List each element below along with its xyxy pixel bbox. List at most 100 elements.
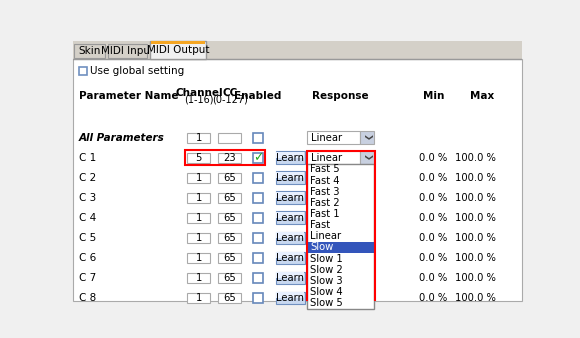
- Text: Fast 3: Fast 3: [310, 187, 340, 197]
- Text: 23: 23: [223, 152, 236, 163]
- Bar: [187, 213, 211, 223]
- Text: 0.0 %: 0.0 %: [419, 293, 448, 303]
- Bar: [218, 293, 241, 303]
- Text: C 8: C 8: [79, 293, 96, 303]
- Text: 1: 1: [195, 132, 202, 143]
- Bar: [276, 272, 304, 278]
- Text: Max: Max: [470, 91, 494, 101]
- Bar: [307, 131, 360, 144]
- Text: C 5: C 5: [79, 233, 96, 243]
- Bar: [253, 132, 263, 143]
- Text: 100.0 %: 100.0 %: [455, 152, 496, 163]
- Text: Fast 1: Fast 1: [310, 209, 340, 219]
- Bar: [276, 292, 304, 298]
- Bar: [253, 193, 263, 203]
- Text: C 3: C 3: [79, 193, 96, 203]
- Text: 100.0 %: 100.0 %: [455, 273, 496, 283]
- Bar: [276, 172, 304, 178]
- Bar: [276, 192, 305, 204]
- Bar: [253, 233, 263, 243]
- Bar: [276, 151, 305, 164]
- Text: 1: 1: [195, 273, 202, 283]
- Text: Linear: Linear: [311, 293, 342, 303]
- Text: MIDI Input: MIDI Input: [101, 46, 154, 55]
- Bar: [218, 213, 241, 223]
- Bar: [187, 132, 211, 143]
- Text: 100.0 %: 100.0 %: [455, 213, 496, 223]
- Text: C 7: C 7: [79, 273, 96, 283]
- Bar: [276, 292, 305, 304]
- Bar: [276, 212, 304, 218]
- Text: Learn: Learn: [276, 253, 304, 263]
- Text: 0.0 %: 0.0 %: [419, 213, 448, 223]
- Bar: [151, 41, 205, 44]
- Bar: [187, 253, 211, 263]
- Bar: [185, 150, 266, 165]
- Text: Fast 5: Fast 5: [310, 164, 340, 174]
- Text: Skin: Skin: [78, 46, 101, 55]
- Text: 5: 5: [195, 152, 202, 163]
- Text: 100.0 %: 100.0 %: [455, 173, 496, 183]
- Text: Fast 4: Fast 4: [310, 175, 340, 186]
- Text: All Parameters: All Parameters: [79, 132, 165, 143]
- Text: Slow: Slow: [310, 242, 333, 252]
- Bar: [218, 173, 241, 183]
- Text: Slow 2: Slow 2: [310, 265, 343, 275]
- Bar: [187, 173, 211, 183]
- Bar: [187, 293, 211, 303]
- Text: 0.0 %: 0.0 %: [419, 193, 448, 203]
- Bar: [79, 67, 87, 75]
- Text: 65: 65: [223, 253, 236, 263]
- Bar: [187, 233, 211, 243]
- Bar: [307, 151, 360, 164]
- Bar: [253, 293, 263, 303]
- Bar: [218, 193, 241, 203]
- Text: Learn: Learn: [276, 152, 304, 163]
- Bar: [307, 164, 374, 309]
- Bar: [307, 151, 375, 310]
- Text: ❯: ❯: [362, 134, 372, 141]
- Text: CC: CC: [222, 88, 237, 98]
- Bar: [218, 233, 241, 243]
- Text: Linear: Linear: [310, 231, 342, 241]
- Text: Parameter Name: Parameter Name: [79, 91, 178, 101]
- Text: Learn: Learn: [276, 233, 304, 243]
- Text: C 4: C 4: [79, 213, 96, 223]
- Text: 65: 65: [223, 293, 236, 303]
- Bar: [360, 292, 374, 304]
- Text: Learn: Learn: [276, 193, 304, 203]
- Text: (0-127): (0-127): [212, 95, 248, 105]
- Text: 65: 65: [223, 213, 236, 223]
- Text: ✓: ✓: [253, 151, 263, 164]
- Text: 65: 65: [223, 233, 236, 243]
- Text: Learn: Learn: [276, 213, 304, 223]
- Bar: [276, 192, 304, 198]
- Text: 100.0 %: 100.0 %: [455, 193, 496, 203]
- Text: Fast 2: Fast 2: [310, 198, 340, 208]
- Text: Slow 1: Slow 1: [310, 254, 343, 264]
- Bar: [276, 232, 305, 244]
- Text: Learn: Learn: [276, 173, 304, 183]
- Bar: [276, 252, 304, 258]
- Text: Slow 4: Slow 4: [310, 287, 343, 297]
- Bar: [187, 273, 211, 283]
- Text: ❯: ❯: [362, 154, 372, 161]
- Bar: [307, 242, 374, 253]
- Bar: [360, 151, 374, 164]
- Bar: [74, 44, 105, 58]
- Bar: [276, 271, 305, 284]
- Text: 1: 1: [195, 253, 202, 263]
- Bar: [108, 44, 147, 58]
- Bar: [276, 251, 305, 264]
- Text: Fast: Fast: [310, 220, 331, 230]
- Text: Slow 3: Slow 3: [310, 276, 343, 286]
- Text: MIDI Output: MIDI Output: [147, 45, 209, 55]
- Text: 100.0 %: 100.0 %: [455, 233, 496, 243]
- Text: Enabled: Enabled: [234, 91, 282, 101]
- Text: C 6: C 6: [79, 253, 96, 263]
- Text: C 1: C 1: [79, 152, 96, 163]
- Bar: [307, 292, 360, 304]
- Text: 0.0 %: 0.0 %: [419, 253, 448, 263]
- Text: Channel: Channel: [175, 88, 223, 98]
- Text: Learn: Learn: [276, 293, 304, 303]
